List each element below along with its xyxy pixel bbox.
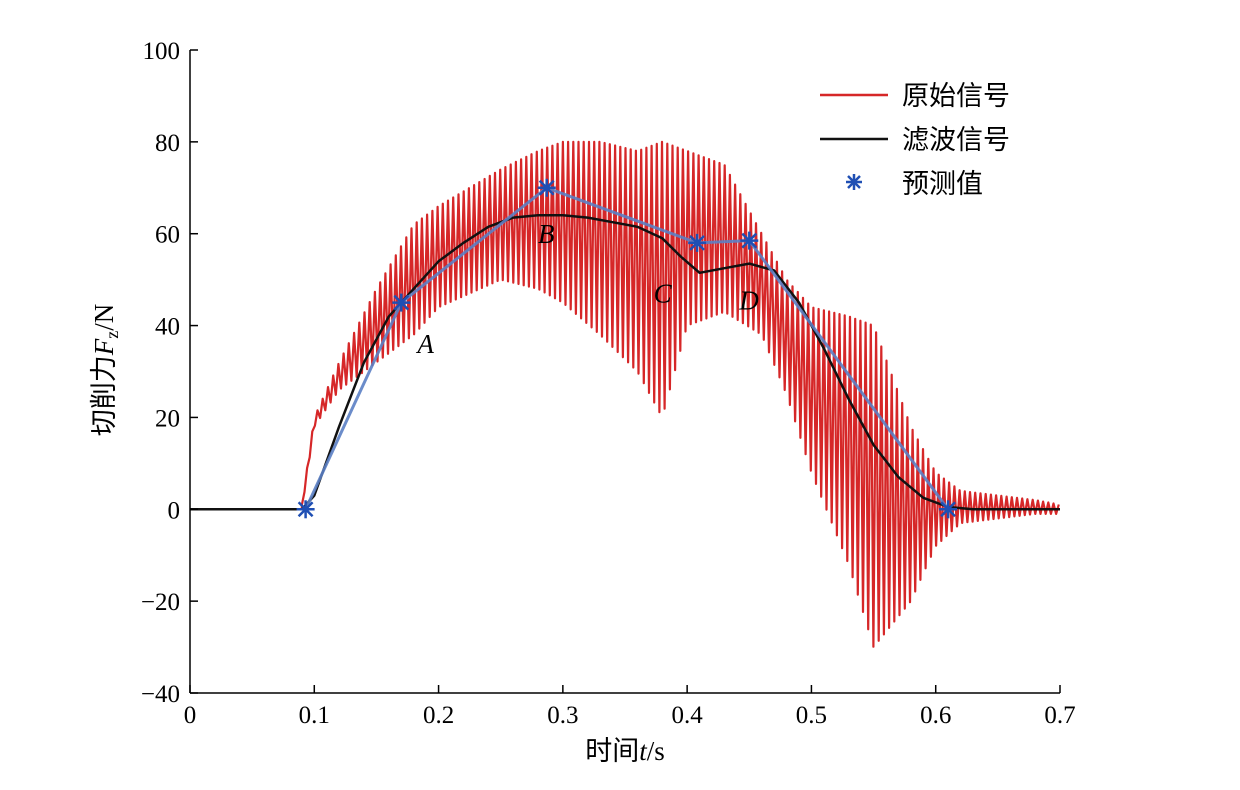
series-filtered-signal <box>190 214 1060 511</box>
annotation-C: C <box>654 279 673 309</box>
x-tick-label: 0.2 <box>423 702 454 729</box>
y-axis-label: 切削力Fz/N <box>89 304 122 437</box>
series-predicted-line <box>304 186 950 511</box>
predicted-point <box>688 233 707 252</box>
plot-area: A B C D <box>190 140 1060 648</box>
x-tick-label: 0.5 <box>796 702 827 729</box>
x-tick-label: 0.4 <box>672 702 704 729</box>
y-tick-label: 20 <box>155 405 180 432</box>
y-tick-label: 100 <box>143 38 181 65</box>
x-tick-label: 0.6 <box>920 702 951 729</box>
y-tick-label: −40 <box>141 681 180 708</box>
annotation-B: B <box>538 219 555 249</box>
y-tick-label: 40 <box>155 314 180 341</box>
legend-swatch-predicted <box>846 174 862 190</box>
axes: 0 0.1 0.2 0.3 0.4 0.5 0.6 0.7 −40 −20 0 20 40 60 80 100 <box>141 38 1076 729</box>
series-raw-signal <box>190 140 1060 648</box>
predicted-point <box>296 500 315 519</box>
legend: 原始信号 滤波信号 预测值 <box>820 81 1010 200</box>
legend-label-raw: 原始信号 <box>902 81 1010 112</box>
x-tick-label: 0.1 <box>299 702 330 729</box>
predicted-point <box>392 293 411 312</box>
y-tick-label: 0 <box>168 497 181 524</box>
x-tick-label: 0.3 <box>547 702 578 729</box>
y-tick-label: 80 <box>155 130 180 157</box>
y-tick-label: 60 <box>155 222 180 249</box>
x-tick-label: 0 <box>184 702 197 729</box>
predicted-point <box>740 231 759 250</box>
y-tick-label: −20 <box>141 589 180 616</box>
legend-label-filtered: 滤波信号 <box>902 125 1010 156</box>
x-tick-label: 0.7 <box>1044 702 1075 729</box>
annotation-A: A <box>415 329 434 359</box>
annotation-D: D <box>738 286 759 316</box>
predicted-point <box>537 178 556 197</box>
x-axis-label: 时间t/s <box>585 736 665 766</box>
legend-label-predicted: 预测值 <box>902 169 983 200</box>
predicted-point <box>939 500 958 519</box>
